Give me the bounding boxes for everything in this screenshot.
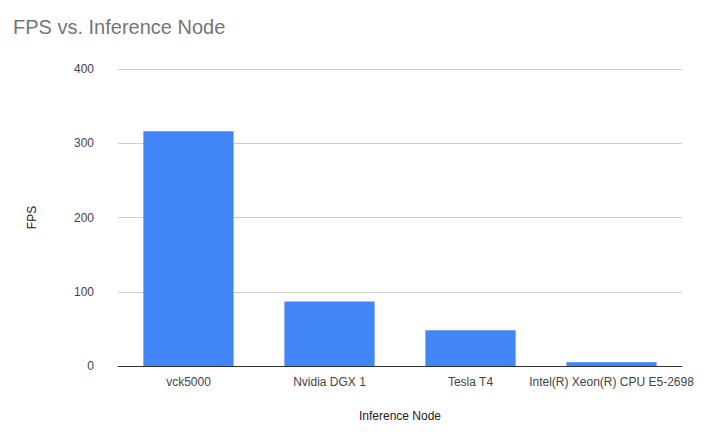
svg-text:400: 400 — [74, 62, 94, 76]
svg-text:vck5000: vck5000 — [166, 375, 211, 389]
svg-text:FPS: FPS — [25, 206, 39, 229]
svg-text:Intel(R) Xeon(R) CPU E5-2698: Intel(R) Xeon(R) CPU E5-2698 — [529, 375, 694, 389]
svg-text:Nvidia DGX 1: Nvidia DGX 1 — [293, 375, 366, 389]
svg-text:FPS vs. Inference Node: FPS vs. Inference Node — [13, 16, 225, 38]
svg-text:200: 200 — [74, 211, 94, 225]
svg-text:Inference Node: Inference Node — [359, 409, 441, 423]
svg-text:100: 100 — [74, 285, 94, 299]
svg-text:0: 0 — [87, 359, 94, 373]
svg-text:300: 300 — [74, 136, 94, 150]
svg-text:Tesla T4: Tesla T4 — [448, 375, 493, 389]
